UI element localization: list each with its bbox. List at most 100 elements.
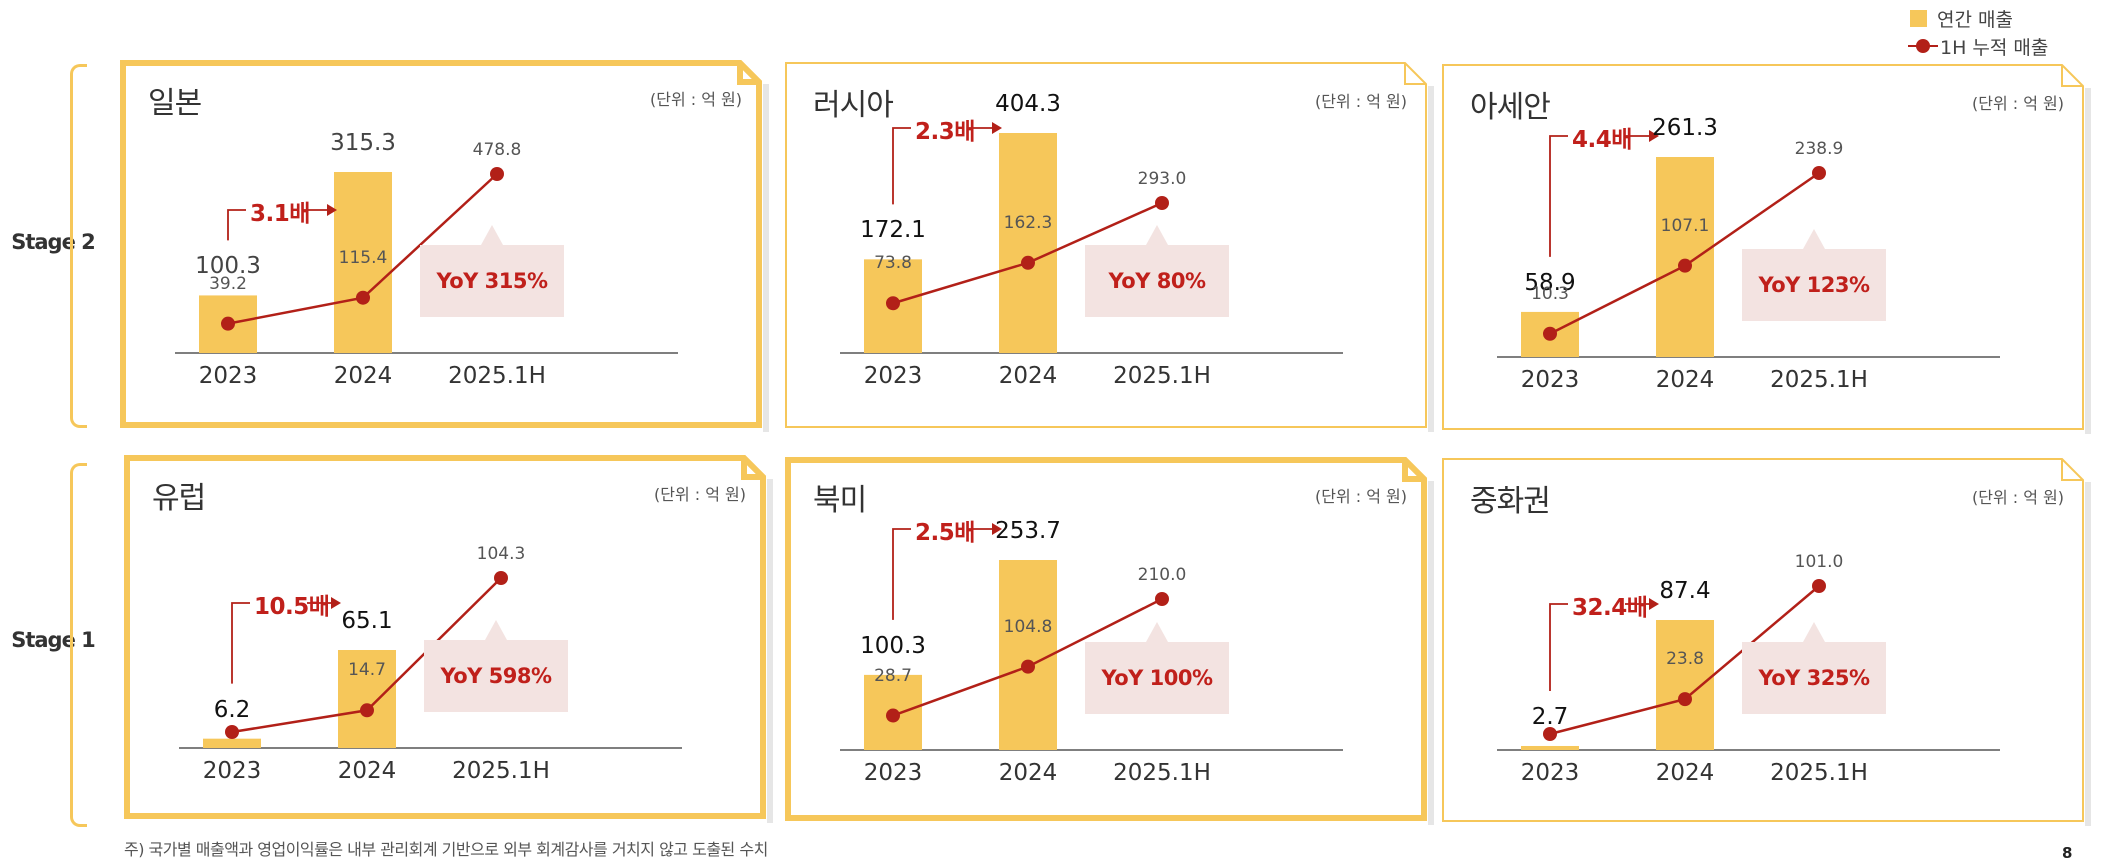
multiplier-label: 32.4배 — [1572, 595, 1648, 621]
legend-bar-swatch — [1910, 9, 1927, 27]
chart-panel-japan: 일본 (단위 : 억 원) 3.1배 2023 2024 2025.1H 100.3 315.… — [120, 60, 769, 432]
legend: 연간 매출 1H 누적 매출 — [1908, 4, 2048, 60]
line-value-label: 101.0 — [1794, 552, 1844, 572]
multiplier-connector — [892, 528, 911, 620]
x-tick-label: 2023 — [863, 363, 923, 389]
x-tick-label: 2023 — [1520, 760, 1580, 786]
panel-corner-fold — [741, 458, 763, 480]
line-value-label: 107.1 — [1660, 215, 1710, 236]
bar-value-label: 261.3 — [1652, 115, 1718, 141]
unit-label: (단위 : 억 원) — [653, 485, 746, 504]
yoy-callout: YoY 100% — [1085, 622, 1229, 714]
stage-2-bracket — [70, 64, 87, 428]
bar-value-label: 172.1 — [860, 217, 926, 244]
panel-frame — [1442, 64, 2084, 430]
line-value-label: 478.8 — [472, 140, 522, 160]
page-number: 8 — [2062, 844, 2073, 862]
bar-value-label: 65.1 — [341, 608, 393, 634]
panel-title: 러시아 — [813, 88, 894, 123]
legend-annual: 연간 매출 — [1908, 4, 2048, 32]
panel-title: 북미 — [813, 483, 867, 518]
yoy-callout: YoY 598% — [424, 620, 568, 712]
chart-svg-asean — [1442, 64, 2091, 434]
unit-label: (단위 : 억 원) — [1314, 92, 1407, 111]
line-point-2025.1H — [1812, 579, 1826, 593]
x-tick-label: 2023 — [202, 758, 262, 784]
panel-title: 일본 — [148, 86, 202, 121]
chart-svg-greater-china — [1442, 458, 2091, 826]
yoy-callout: YoY 315% — [420, 225, 564, 317]
bar-value-label: 315.3 — [330, 130, 396, 156]
bar-value-label: 253.7 — [995, 518, 1061, 544]
bar-value-label: 6.2 — [213, 696, 251, 723]
line-point-2024 — [1678, 692, 1692, 707]
line-value-label: 238.9 — [1794, 139, 1844, 159]
x-tick-label: 2023 — [863, 760, 923, 786]
line-point-2023 — [1543, 727, 1557, 741]
x-tick-label: 2025.1H — [1770, 367, 1868, 393]
x-tick-label: 2024 — [333, 363, 393, 389]
chart-panel-asean: 아세안 (단위 : 억 원) 4.4배 2023 2024 2025.1H 58.9 261.… — [1442, 64, 2091, 434]
line-value-label: 104.8 — [1003, 616, 1053, 637]
multiplier-label: 2.5배 — [915, 520, 975, 546]
multiplier-label: 4.4배 — [1572, 127, 1632, 153]
line-point-2025.1H — [1812, 166, 1826, 180]
line-point-2025.1H — [1155, 196, 1169, 210]
panel-title: 중화권 — [1470, 484, 1551, 519]
stage-1-label: Stage 1 — [11, 628, 96, 652]
footnote: 주) 국가별 매출액과 영업이익률은 내부 관리회계 기반으로 외부 회계감사를… — [124, 840, 768, 859]
yoy-callout: YoY 80% — [1085, 225, 1229, 317]
line-point-2023 — [221, 316, 235, 331]
multiplier-label: 10.5배 — [254, 594, 330, 620]
x-tick-label: 2025.1H — [1113, 363, 1211, 389]
line-point-2024 — [360, 703, 374, 718]
chart-panel-russia: 러시아 (단위 : 억 원) 2.3배 2023 2024 2025.1H 172.1 404… — [785, 62, 1434, 432]
bar-value-label: 2.7 — [1531, 703, 1569, 730]
panel-frame — [785, 457, 1427, 821]
panel-title: 아세안 — [1470, 90, 1551, 125]
x-tick-label: 2025.1H — [1113, 760, 1211, 786]
multiplier-connector — [231, 602, 250, 684]
chart-panel-europe: 유럽 (단위 : 억 원) 10.5배 2023 2024 2025.1H 6.2 65.1 1… — [124, 455, 773, 823]
stage-1-bracket — [70, 463, 87, 827]
line-value-label: 293.0 — [1137, 169, 1187, 189]
multiplier-arrow-head — [992, 122, 1002, 134]
line-value-label: 28.7 — [874, 665, 912, 686]
yoy-callout: YoY 123% — [1742, 229, 1886, 321]
x-tick-label: 2024 — [1655, 367, 1715, 393]
line-value-label: 10.3 — [1531, 283, 1569, 304]
multiplier-connector — [227, 209, 246, 241]
x-tick-label: 2024 — [998, 363, 1058, 389]
line-point-2023 — [886, 296, 900, 311]
line-point-2024 — [1021, 659, 1035, 674]
bar-2024 — [338, 650, 396, 748]
x-tick-label: 2024 — [337, 758, 397, 784]
line-value-label: 14.7 — [348, 660, 386, 681]
line-value-label: 115.4 — [338, 247, 388, 268]
legend-cumulative-label: 1H 누적 매출 — [1940, 36, 2049, 59]
line-point-2023 — [225, 725, 239, 739]
bar-value-label: 87.4 — [1659, 578, 1711, 604]
bar-2024 — [999, 133, 1057, 353]
multiplier-arrow-head — [327, 204, 337, 216]
line-point-2023 — [1543, 326, 1557, 341]
bar-2024 — [1656, 157, 1714, 357]
multiplier-label: 2.3배 — [915, 119, 975, 145]
bar-2024 — [1656, 620, 1714, 750]
line-point-2025.1H — [1155, 592, 1169, 606]
bar-value-label: 58.9 — [1524, 269, 1576, 296]
x-tick-label: 2024 — [1655, 760, 1715, 786]
unit-label: (단위 : 억 원) — [649, 90, 742, 109]
line-value-label: 23.8 — [1666, 649, 1704, 670]
line-point-2024 — [1021, 255, 1035, 270]
multiplier-arrow-head — [992, 523, 1002, 535]
multiplier-connector — [1549, 135, 1568, 257]
multiplier-connector — [1549, 603, 1568, 691]
bar-2023 — [1521, 745, 1579, 750]
panel-frame — [124, 455, 766, 819]
bar-value-label: 404.3 — [995, 91, 1061, 117]
line-point-2025.1H — [490, 167, 504, 181]
line-point-2023 — [886, 708, 900, 723]
unit-label: (단위 : 억 원) — [1971, 94, 2064, 113]
unit-label: (단위 : 억 원) — [1971, 488, 2064, 507]
